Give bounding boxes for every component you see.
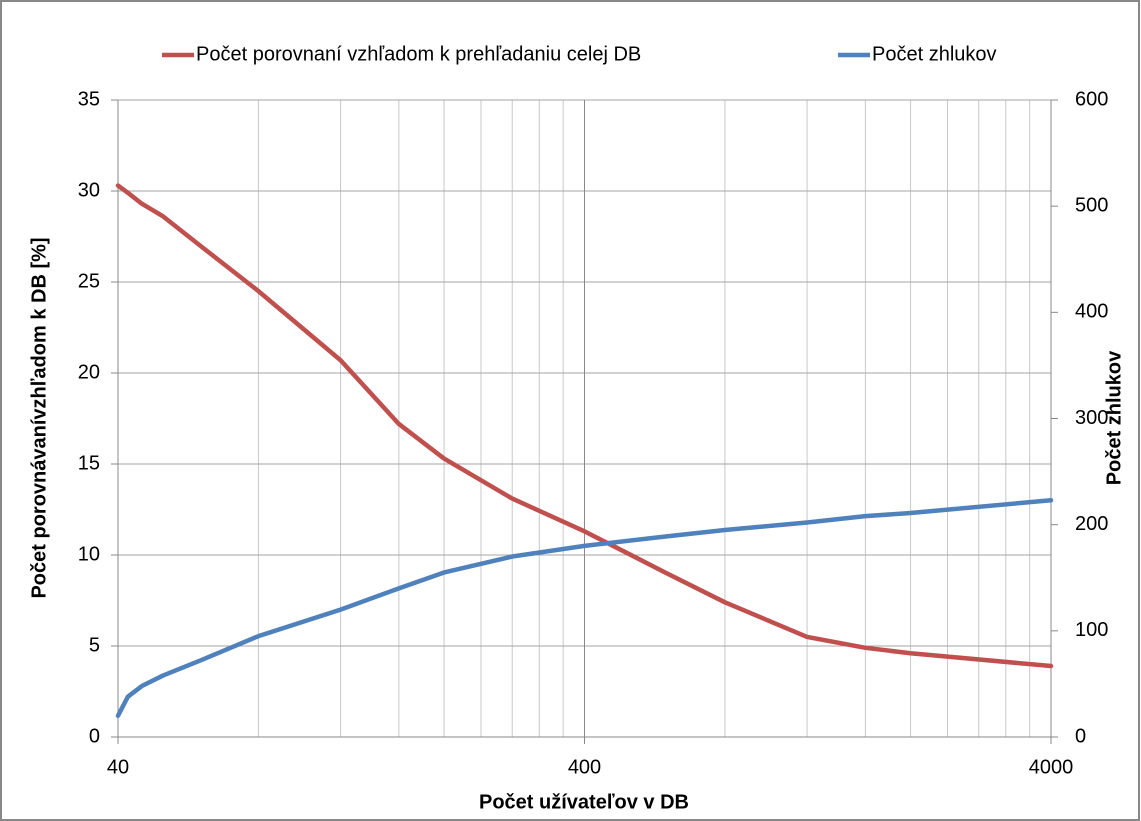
y-tick-label: 0 — [89, 725, 100, 747]
y-tick-label: 15 — [78, 452, 100, 474]
y2-tick-label: 500 — [1075, 194, 1108, 216]
data-line — [115, 183, 1054, 669]
y2-tick-label: 400 — [1075, 301, 1108, 323]
x-tick-label: 4000 — [1029, 756, 1074, 778]
y-tick-label: 10 — [78, 543, 100, 565]
x-axis-label: Počet užívateľov v DB — [479, 791, 689, 813]
y-tick-label: 25 — [78, 270, 100, 292]
y-tick-label: 20 — [78, 361, 100, 383]
y2-tick-label: 0 — [1075, 725, 1086, 747]
y2-tick-label: 300 — [1075, 407, 1108, 429]
y-tick-label: 5 — [89, 634, 100, 656]
x-tick-label: 40 — [107, 756, 129, 778]
legend-label: Počet porovnaní vzhľadom k prehľadaniu c… — [196, 43, 641, 65]
y2-axis-label: Počet zhlukov — [1103, 350, 1125, 485]
y-tick-label: 30 — [78, 179, 100, 201]
y2-tick-label: 200 — [1075, 513, 1108, 535]
y-tick-label: 35 — [78, 88, 100, 110]
y2-tick-label: 600 — [1075, 88, 1108, 110]
legend-label: Počet zhlukov — [872, 43, 997, 65]
y2-tick-label: 100 — [1075, 619, 1108, 641]
x-tick-label: 400 — [568, 756, 601, 778]
y-axis-label: Počet porovnávanívzhľadom k DB [%] — [28, 237, 50, 598]
data-line — [115, 497, 1054, 719]
